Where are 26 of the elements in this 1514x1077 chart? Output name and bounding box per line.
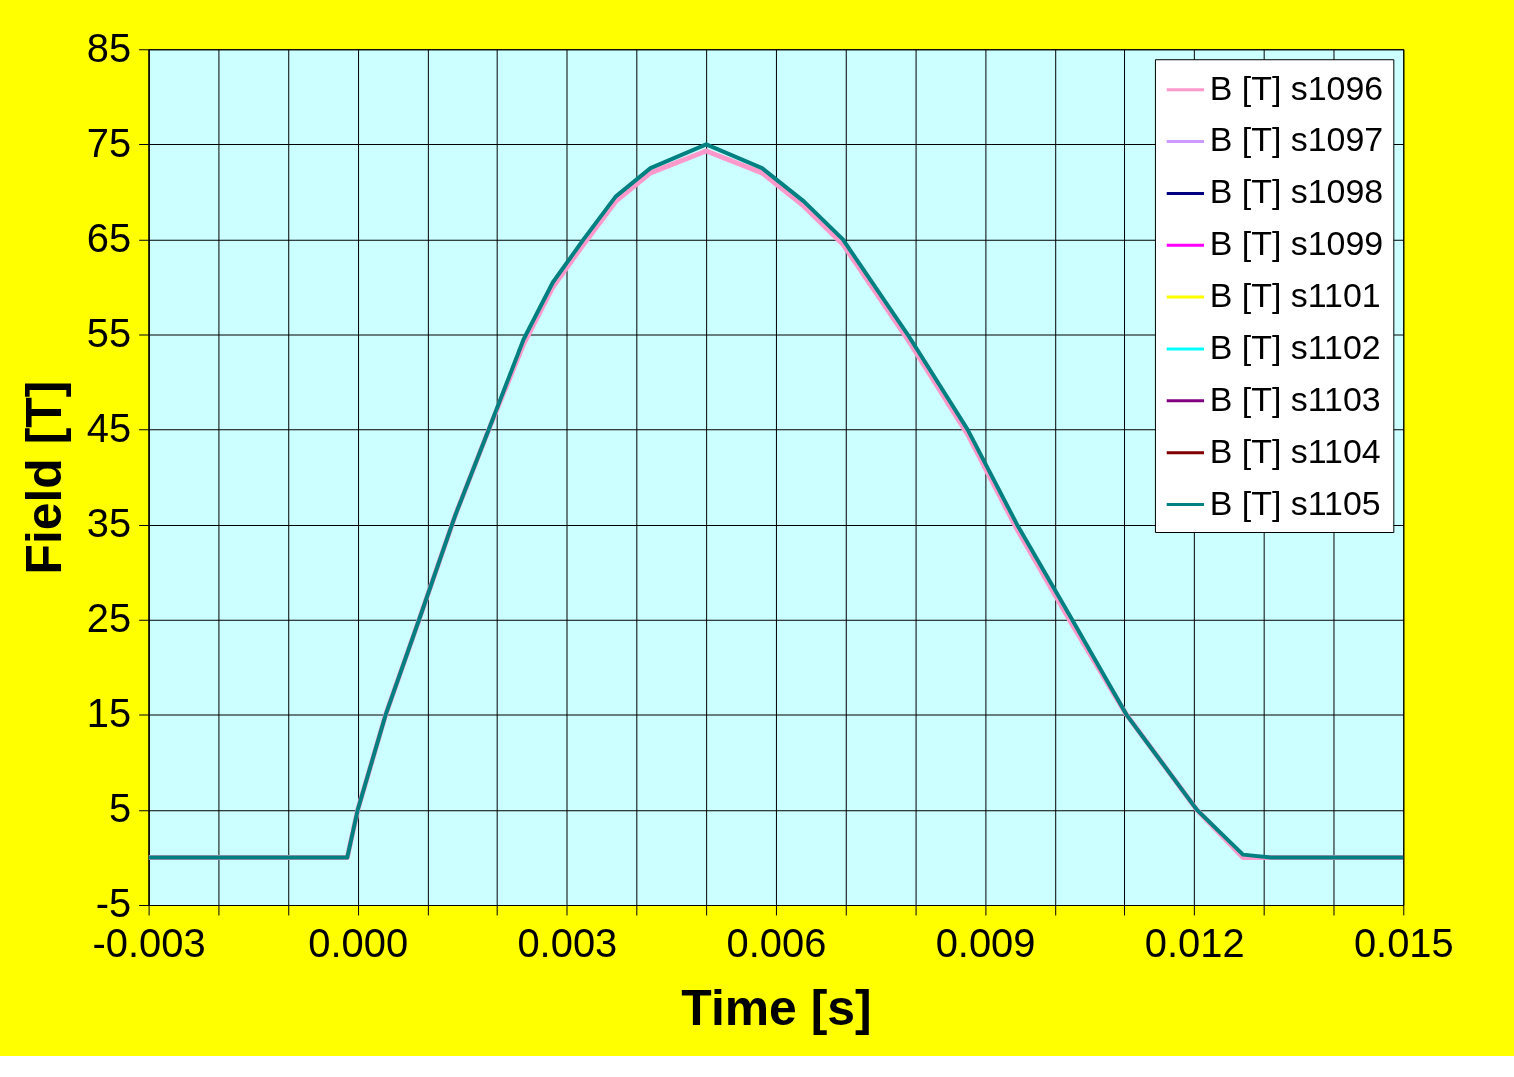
x-tick-label: 0.000 bbox=[308, 921, 409, 966]
x-tick-label: 0.006 bbox=[726, 921, 827, 966]
y-tick-label: 75 bbox=[86, 120, 132, 165]
y-tick-label: 15 bbox=[86, 691, 132, 736]
y-tick-label: 65 bbox=[86, 215, 132, 260]
legend-label: B [T] s1097 bbox=[1209, 120, 1384, 159]
legend-label: B [T] s1103 bbox=[1209, 379, 1381, 418]
y-tick-label: 25 bbox=[86, 596, 132, 641]
legend-label: B [T] s1096 bbox=[1209, 68, 1384, 107]
legend-label: B [T] s1102 bbox=[1209, 327, 1381, 366]
y-tick-label: 35 bbox=[86, 501, 132, 546]
legend-label: B [T] s1098 bbox=[1209, 172, 1384, 211]
y-tick-label: 45 bbox=[86, 406, 132, 451]
y-tick-label: 85 bbox=[86, 25, 132, 70]
legend-label: B [T] s1099 bbox=[1209, 224, 1384, 263]
x-tick-label: 0.003 bbox=[517, 921, 618, 966]
x-tick-label: 0.009 bbox=[935, 921, 1036, 966]
legend-label: B [T] s1101 bbox=[1209, 276, 1381, 315]
x-tick-label: 0.012 bbox=[1144, 921, 1245, 966]
legend-label: B [T] s1104 bbox=[1209, 431, 1381, 470]
x-tick-label: 0.015 bbox=[1353, 921, 1454, 966]
y-tick-label: 5 bbox=[108, 786, 132, 831]
y-tick-label: 55 bbox=[86, 310, 132, 355]
y-axis-title: Field [T] bbox=[15, 380, 72, 575]
x-axis-title: Time [s] bbox=[681, 980, 872, 1037]
legend-label: B [T] s1105 bbox=[1209, 483, 1381, 522]
